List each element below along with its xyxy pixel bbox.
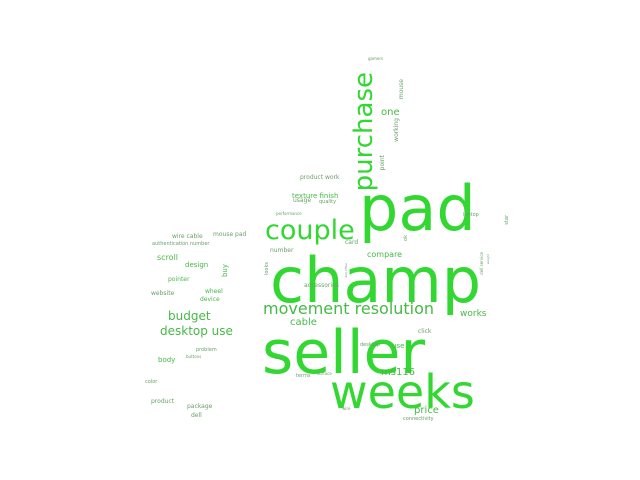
word-authentication-number: authentication number [152,241,210,247]
word-price: price [414,405,439,416]
word-design: design [185,261,209,269]
word-pad: pad [359,172,476,245]
word-desktop-use: desktop use [160,324,233,338]
word-pointer: pointer [168,276,190,283]
word-point: point [379,155,386,171]
word-terms: terms [296,373,311,379]
word-working: working [393,118,400,142]
word-surface: surface [317,371,332,376]
word-body: body [158,356,176,364]
word-cable: cable [290,317,317,328]
word-quality: quality [319,199,337,205]
word-number: ok [403,235,409,241]
word-ok: accessories [304,282,339,289]
word-buy: buy [221,264,229,278]
word-dell-service: dell service [479,252,484,275]
word-couple: couple [265,215,355,246]
word-one: one [381,107,400,118]
word-seller: seller [262,318,426,388]
word-star: star [504,215,510,225]
word-problem: problem [196,347,217,353]
word-wire: wire [342,406,351,411]
word-compare: compare [367,250,403,259]
word-dell: dell [191,412,202,419]
word-accessories: looks [264,262,270,276]
word-website: website [151,290,175,297]
word-laptop: laptop [463,212,479,218]
word-weeks: weeks [330,365,475,419]
word-color: color [145,379,158,385]
word-base: base [275,356,283,360]
word-wheel: wheel [205,288,223,295]
word-mouse: mouse [398,79,405,100]
word-mouse-pad: number [270,247,294,254]
word-package: package [187,403,213,410]
word-performance: performance [276,211,302,216]
word-use: use [392,342,405,350]
word-device: device [200,296,220,303]
word-purchase: purchase [349,72,379,192]
word-ms116: ms116 [381,367,416,378]
word-budget: budget [168,309,211,323]
word-usage: usage [293,197,312,204]
word-card: card [345,239,359,246]
word-works: works [460,309,487,319]
word-wire-cable: wire cable [172,233,203,240]
word-click: click [418,328,432,335]
word-scroll: scroll [157,253,179,262]
word-looks: mouse pad [213,231,247,238]
word-desktop: desktop [360,342,380,348]
word-movement-resolution: movement resolution [263,299,435,318]
word-buttons: buttons [186,354,202,359]
word-texture-finish: texture finish [292,192,339,200]
word-product-work: product work [300,174,340,181]
word-product: product [151,398,175,405]
word-gamers: gamers [368,56,384,61]
word-champ: champ [270,244,482,317]
word-dell-office: dell office [344,263,348,278]
word-connectivity: connectivity [403,416,434,422]
word-weight: weight [486,254,490,265]
